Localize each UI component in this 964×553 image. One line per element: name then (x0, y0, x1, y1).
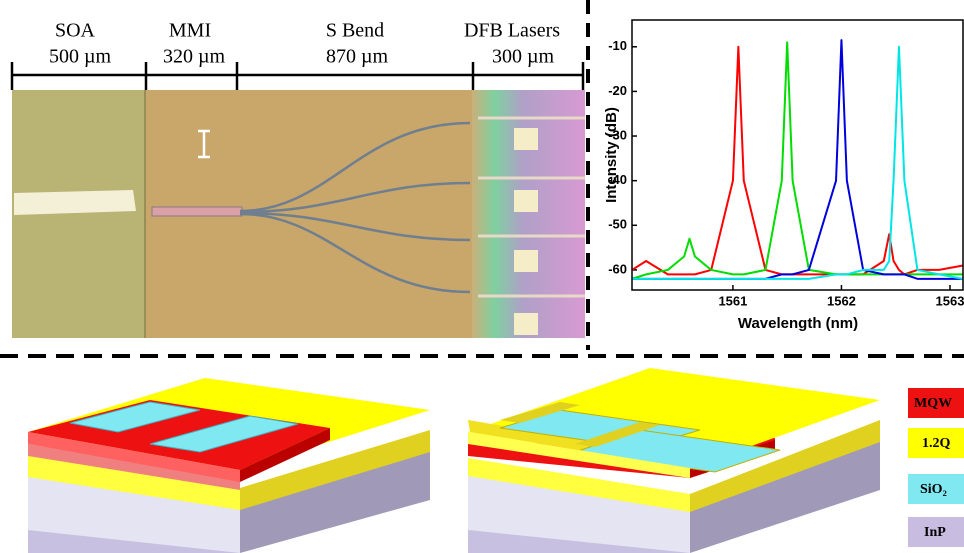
x-axis-title: Wavelength (nm) (738, 315, 858, 332)
x-tick-label: 1562 (827, 293, 856, 308)
series-group (632, 40, 963, 279)
series-line (632, 47, 963, 279)
device-structure-right (468, 368, 880, 553)
y-axis-title: Intensity (dB) (603, 107, 620, 203)
plot-frame (632, 20, 963, 290)
section-name: SOA (55, 20, 96, 42)
y-tick-label: -40 (608, 172, 627, 187)
section-name: MMI (169, 20, 211, 42)
section-size: 300 µm (492, 46, 555, 68)
legend-label: SiO₂ (920, 482, 947, 497)
section-name: S Bend (326, 20, 384, 42)
y-tick-label: -30 (608, 127, 627, 142)
y-tick-label: -20 (608, 83, 627, 98)
y-tick-label: -60 (608, 261, 627, 276)
legend-label: MQW (914, 396, 952, 411)
section-size: 870 µm (326, 46, 389, 68)
x-tick-label: 1561 (718, 293, 747, 308)
legend-label: 1.2Q (922, 436, 951, 451)
figure: SOA 500 µm MMI 320 µm S Bend 870 µm DFB … (0, 0, 964, 553)
section-size: 500 µm (49, 46, 112, 68)
plot: -10 -20 -30 -40 -50 -60 1561 1562 1563 (608, 38, 964, 308)
legend-label: InP (924, 525, 946, 540)
microscope-image (12, 90, 585, 338)
y-tick-label: -50 (608, 217, 627, 232)
section-name: DFB Lasers (464, 20, 560, 42)
x-tick-label: 1563 (936, 293, 964, 308)
device-structure-left (28, 378, 430, 553)
y-tick-label: -10 (608, 38, 627, 53)
figure-svg: SOA 500 µm MMI 320 µm S Bend 870 µm DFB … (0, 0, 964, 553)
section-size: 320 µm (163, 46, 226, 68)
